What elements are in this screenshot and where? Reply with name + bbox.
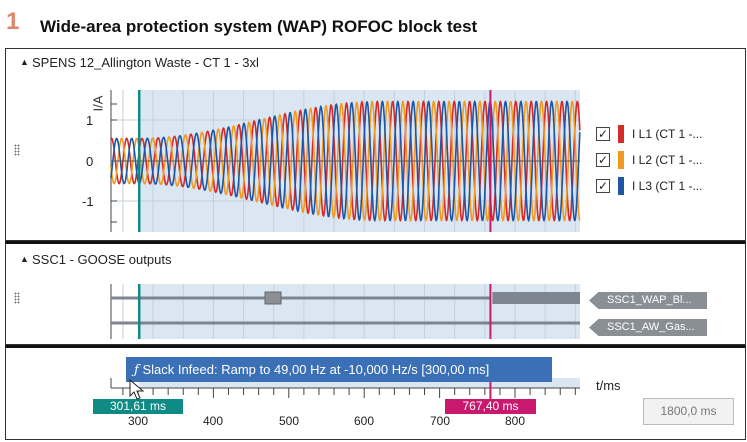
checkbox[interactable]: ✓ [596,179,610,193]
legend-item-l3[interactable]: ✓ I L3 (CT 1 -... [596,177,702,195]
x-tick-label: 500 [278,414,300,428]
ramp-function-icon: ƒ [134,363,139,378]
y-tick-label: 1 [86,113,94,128]
signal-high [492,292,580,304]
duration-field[interactable]: 1800,0 ms [643,398,734,425]
goose-plot [110,284,581,339]
x-tick-label: 700 [429,414,451,428]
legend-label: I L3 (CT 1 -... [632,179,703,193]
signal-label[interactable]: SSC1_WAP_Bl... [589,292,707,309]
cursor2-time[interactable]: 767,40 ms [445,399,536,414]
signal-label[interactable]: SSC1_AW_Gas... [589,319,707,336]
tooltip-text: Slack Infeed: Ramp to 49,00 Hz at -10,00… [142,362,490,377]
cursor1-time[interactable]: 301,61 ms [93,399,183,414]
drag-handle-icon[interactable] [14,144,20,156]
legend-item-l2[interactable]: ✓ I L2 (CT 1 -... [596,151,702,169]
waveform-l2 [110,99,581,223]
drag-handle-icon[interactable] [14,292,20,304]
x-tick-label: 800 [504,414,526,428]
y-tick-label: 0 [86,154,94,169]
x-axis-label: t/ms [596,378,621,393]
timeline-range [139,378,581,388]
event-marker [264,291,282,305]
legend-item-l1[interactable]: ✓ I L1 (CT 1 -... [596,125,702,143]
ramp-tooltip: ƒ Slack Infeed: Ramp to 49,00 Hz at -10,… [126,357,552,382]
checkbox[interactable]: ✓ [596,153,610,167]
color-swatch [618,151,624,169]
time-axis [110,378,581,399]
x-tick-label: 400 [202,414,224,428]
checkbox[interactable]: ✓ [596,127,610,141]
x-tick-label: 300 [127,414,149,428]
panel-title: SSC1 - GOOSE outputs [32,252,172,267]
y-tick-label: -1 [82,194,94,209]
collapse-triangle-icon[interactable]: ▲ [20,57,29,67]
waveform-l1 [110,99,581,223]
x-tick-label: 600 [353,414,375,428]
waveform-plot [110,90,581,232]
color-swatch [618,177,624,195]
panel-title: SPENS 12_Allington Waste - CT 1 - 3xl [32,55,259,70]
page-title: Wide-area protection system (WAP) ROFOC … [40,17,478,36]
legend-label: I L2 (CT 1 -... [632,153,703,167]
mouse-cursor-icon [129,378,145,400]
color-swatch [618,125,624,143]
legend-label: I L1 (CT 1 -... [632,127,703,141]
y-axis-label: I/A [90,95,106,112]
collapse-triangle-icon[interactable]: ▲ [20,254,29,264]
step-number: 1 [6,8,20,35]
